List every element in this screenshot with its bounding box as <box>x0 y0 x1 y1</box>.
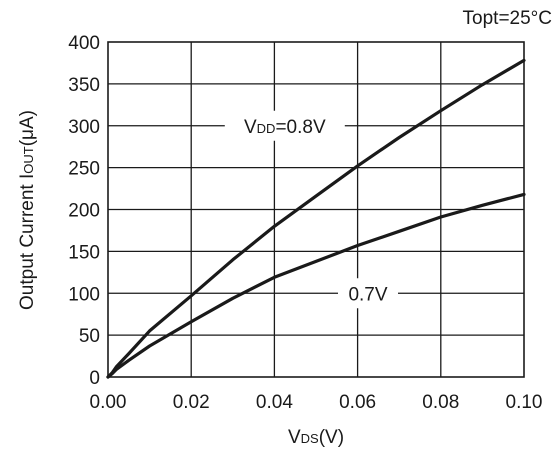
x-tick-label: 0.06 <box>339 392 376 413</box>
series-labels: VDD=0.8V 0.7V <box>224 110 398 309</box>
y-tick-label: 300 <box>68 117 100 138</box>
series-label-bg <box>224 110 345 141</box>
y-tick-label: 350 <box>68 75 100 96</box>
series-line-vdd-0-7v <box>106 192 526 379</box>
curves <box>106 58 526 379</box>
y-axis-title: Output Current IOUT(μA) <box>17 110 38 310</box>
condition-label: Topt=25°C <box>463 8 552 29</box>
y-tick-label: 100 <box>68 284 100 305</box>
y-axis-title-sub: OUT <box>21 146 36 174</box>
y-tick-label: 50 <box>79 326 100 347</box>
y-tick-label: 400 <box>68 33 100 54</box>
x-axis-title-main: V <box>288 427 301 448</box>
x-axis-title-unit: (V) <box>319 427 344 448</box>
y-tick-label: 0 <box>89 368 100 389</box>
y-tick-label: 200 <box>68 201 100 222</box>
x-axis-title-sub: DS <box>301 431 319 446</box>
x-tick-label: 0.00 <box>90 392 127 413</box>
series-label-vdd-0-7v: 0.7V <box>348 284 387 305</box>
x-tick-label: 0.08 <box>422 392 459 413</box>
plot-frame <box>107 41 525 378</box>
x-tick-labels: 0.00 0.02 0.04 0.06 0.08 0.10 <box>90 392 543 413</box>
grid <box>108 42 524 377</box>
y-tick-labels: 0 50 100 150 200 250 300 350 400 <box>68 33 100 389</box>
y-tick-label: 150 <box>68 242 100 263</box>
x-tick-label: 0.04 <box>256 392 293 413</box>
series-label-bg <box>338 278 398 309</box>
y-tick-label: 250 <box>68 159 100 180</box>
y-axis-title-main: Output Current I <box>17 174 38 310</box>
x-tick-label: 0.10 <box>506 392 543 413</box>
x-tick-label: 0.02 <box>173 392 210 413</box>
series-label-vdd-0-8v: VDD=0.8V <box>244 117 326 138</box>
x-axis-title: VDS(V) <box>288 427 344 448</box>
y-axis-title-unit: (μA) <box>17 110 38 146</box>
series-line-vdd-0-8v <box>106 58 526 379</box>
